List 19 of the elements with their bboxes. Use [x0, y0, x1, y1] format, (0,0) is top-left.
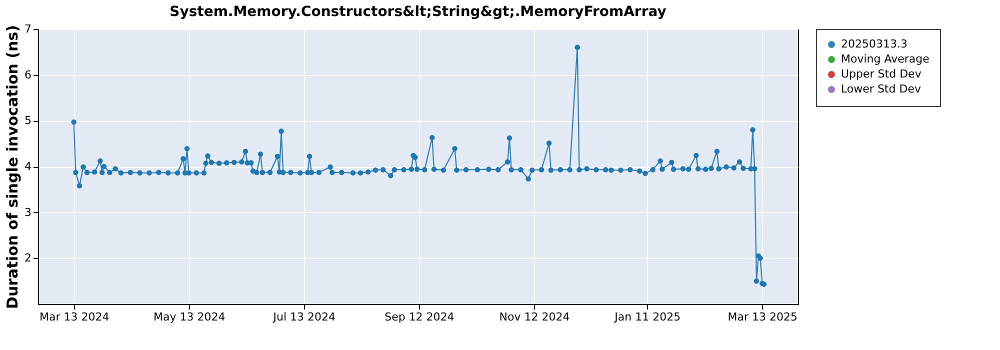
- x-tick-label: Mar 13 2025: [728, 310, 798, 324]
- y-tick-label: 2: [24, 252, 32, 265]
- x-tick-label: Jul 13 2024: [272, 310, 336, 324]
- legend-label: 20250313.3: [841, 38, 908, 50]
- y-tick-label: 3: [24, 206, 32, 219]
- x-tick-label: Nov 12 2024: [499, 310, 570, 324]
- y-axis-title: Duration of single invocation (ns): [4, 25, 22, 309]
- legend-label: Upper Std Dev: [841, 68, 922, 80]
- x-tick-label: Mar 13 2024: [39, 310, 110, 324]
- y-tick-label: 7: [24, 22, 32, 36]
- x-tick-label: May 13 2024: [154, 310, 226, 324]
- legend-label: Moving Average: [841, 52, 930, 66]
- x-tick-label: Sep 12 2024: [384, 310, 454, 324]
- y-tick-label: 4: [24, 160, 32, 173]
- y-tick-label: 6: [24, 68, 32, 82]
- chart-title: System.Memory.Constructors&lt;String&gt;.MemoryFromArray: [170, 4, 666, 20]
- y-tick-label: 5: [24, 114, 32, 128]
- x-tick-label: Jan 11 2025: [614, 310, 681, 324]
- legend-label: Lower Std Dev: [841, 82, 922, 96]
